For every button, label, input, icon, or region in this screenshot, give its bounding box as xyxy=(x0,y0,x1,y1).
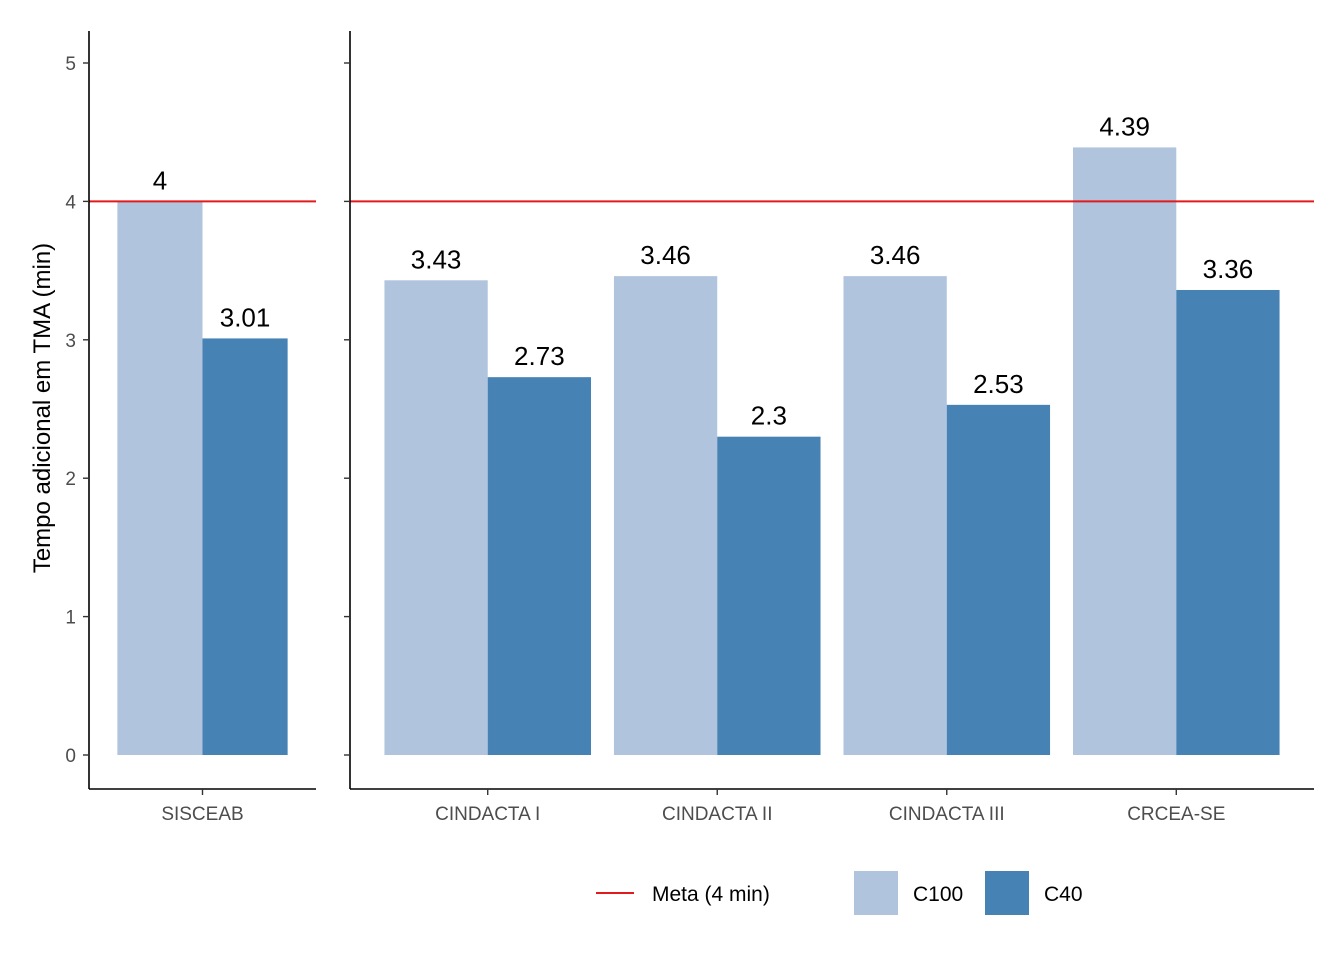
bar-cindacta-i-c40 xyxy=(488,377,591,755)
y-tick-label: 0 xyxy=(65,746,76,767)
bar-cindacta-iii-c40 xyxy=(947,405,1050,755)
x-tick-label: CINDACTA II xyxy=(662,804,773,825)
y-axis-title: Tempo adicional em TMA (min) xyxy=(29,243,56,573)
x-tick-label: CRCEA-SE xyxy=(1127,804,1225,825)
x-tick-label: CINDACTA III xyxy=(889,804,1005,825)
y-tick-label: 5 xyxy=(65,54,76,75)
legend-label: Meta (4 min) xyxy=(652,883,770,906)
data-label: 2.73 xyxy=(514,341,565,371)
legend-item-c100: C100 xyxy=(854,871,963,915)
y-tick-label: 2 xyxy=(65,469,76,490)
bar-sisceab-c100 xyxy=(117,201,202,755)
x-tick-label: CINDACTA I xyxy=(435,804,540,825)
panel-1: 4 3.01 0 1 2 3 4 5 SISCEAB xyxy=(65,31,316,825)
legend-item-c40: C40 xyxy=(985,871,1083,915)
data-label: 4 xyxy=(153,165,167,195)
data-label: 3.01 xyxy=(220,302,271,332)
data-label: 2.3 xyxy=(751,401,787,431)
data-label: 3.36 xyxy=(1203,254,1254,284)
bar-sisceab-c40 xyxy=(203,338,288,755)
legend-label: C100 xyxy=(913,883,963,906)
bar-cindacta-iii-c100 xyxy=(843,276,946,755)
data-label: 3.46 xyxy=(870,240,921,270)
y-tick-label: 1 xyxy=(65,608,76,629)
legend-key-swatch xyxy=(985,871,1029,915)
legend-label: C40 xyxy=(1044,883,1083,906)
legend-key-swatch xyxy=(854,871,898,915)
bar-cindacta-ii-c100 xyxy=(614,276,717,755)
y-tick-label: 3 xyxy=(65,331,76,352)
bar-crcea-se-c100 xyxy=(1073,147,1176,755)
x-tick-label: SISCEAB xyxy=(161,804,243,825)
data-label: 3.43 xyxy=(411,244,462,274)
panel-2: 3.43 2.73 3.46 2.3 3.46 2.53 4.39 3.36 CINDACTA … xyxy=(344,31,1314,825)
legend-item-meta-4-min: Meta (4 min) xyxy=(596,883,770,906)
bar-cindacta-ii-c40 xyxy=(717,437,820,755)
chart-panels: 4 3.01 0 1 2 3 4 5 SISCEAB 3.43 2.73 3.46 2.3 3.46 2.5… xyxy=(65,31,1314,825)
bar-cindacta-i-c100 xyxy=(384,280,487,755)
y-tick-label: 4 xyxy=(65,192,76,213)
bar-crcea-se-c40 xyxy=(1176,290,1279,755)
data-label: 4.39 xyxy=(1099,111,1150,141)
data-label: 3.46 xyxy=(640,240,691,270)
data-label: 2.53 xyxy=(973,369,1024,399)
legend: Meta (4 min) C100 C40 xyxy=(596,871,1083,915)
